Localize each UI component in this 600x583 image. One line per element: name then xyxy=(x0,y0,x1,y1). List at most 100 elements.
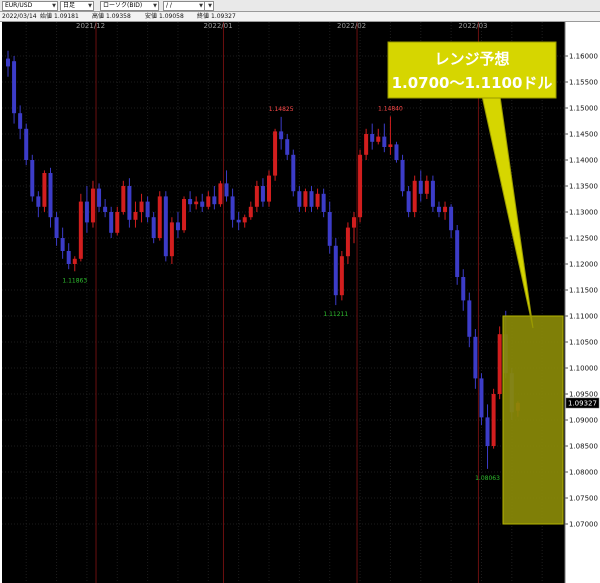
ohlc-info-bar: 2022/03/14 始値 1.09181 高値 1.09358 安値 1.09… xyxy=(0,12,600,22)
candle-body xyxy=(358,154,363,218)
candle-body xyxy=(97,188,102,207)
candle-body xyxy=(133,212,138,220)
chevron-down-icon: ▼ xyxy=(199,3,203,9)
high-price-annotation: 1.14825 xyxy=(269,106,294,113)
candle-body xyxy=(473,336,478,379)
candle-body xyxy=(12,61,17,114)
price-tick-label: 1.14500 xyxy=(569,131,598,139)
low-value: 1.09058 xyxy=(159,13,184,20)
candle-body xyxy=(455,230,460,277)
callout-title: レンジ予想 xyxy=(434,50,509,68)
low-label: 安値 xyxy=(145,13,158,20)
candle-body xyxy=(66,251,71,264)
candle-body xyxy=(485,417,490,446)
candle-body xyxy=(394,144,399,160)
candle-body xyxy=(370,134,375,142)
candle-body xyxy=(479,378,484,418)
high-label: 高値 xyxy=(92,13,105,20)
candle-body xyxy=(236,219,241,223)
candle-body xyxy=(364,134,369,155)
price-tick-label: 1.08000 xyxy=(569,469,598,477)
candle-body xyxy=(109,212,114,233)
price-tick-label: 1.14000 xyxy=(569,157,598,165)
date-picker-button[interactable]: ▼ xyxy=(204,1,214,11)
current-price-label: 1.09327 xyxy=(568,399,597,407)
candle-body xyxy=(84,201,89,223)
chevron-down-icon: ▼ xyxy=(88,3,92,9)
candle-body xyxy=(127,186,132,220)
current-price-marker xyxy=(565,397,600,409)
candle-body xyxy=(321,193,326,212)
ohlc-date: 2022/03/14 xyxy=(2,13,37,20)
date-input-placeholder: / / xyxy=(166,2,172,9)
low-price-annotation: 1.11211 xyxy=(323,311,348,318)
close-value: 1.09327 xyxy=(211,13,236,20)
price-tick-label: 1.13500 xyxy=(569,183,598,191)
timeframe-select[interactable]: 日足 ▼ xyxy=(60,1,94,11)
candle-body xyxy=(467,300,472,337)
month-label: 2022/01 xyxy=(203,22,232,30)
candle-body xyxy=(351,217,356,228)
candle-body xyxy=(175,222,180,231)
chevron-down-icon: ▼ xyxy=(153,3,157,9)
range-layer xyxy=(502,315,564,525)
price-tick-label: 1.08500 xyxy=(569,443,598,451)
candle-body xyxy=(218,183,223,205)
candle-body xyxy=(339,256,344,296)
chevron-down-icon: ▼ xyxy=(208,3,212,9)
range-forecast-box xyxy=(502,315,564,525)
price-tick-label: 1.09500 xyxy=(569,391,598,399)
candle-body xyxy=(6,58,10,67)
candle-body xyxy=(461,277,466,301)
price-tick-label: 1.09000 xyxy=(569,417,598,425)
candle-body xyxy=(436,206,441,212)
candle-body xyxy=(303,191,308,207)
candle-body xyxy=(163,196,168,257)
candle-body xyxy=(24,128,29,160)
candle-body xyxy=(169,222,174,257)
date-input[interactable]: / / ▼ xyxy=(163,1,205,11)
candle-body xyxy=(400,160,405,192)
symbol-select[interactable]: EUR/USD ▼ xyxy=(2,1,58,11)
candle-body xyxy=(242,217,247,223)
candle-body xyxy=(200,201,205,207)
candle-body xyxy=(182,199,187,231)
candle-body xyxy=(54,217,59,238)
annotation-layer: 1.11863 1.14825 1.11211 1.14840 1.08063 xyxy=(62,105,500,482)
candle-body xyxy=(30,160,35,197)
chart-kind-select[interactable]: ローソク(BID) ▼ xyxy=(100,1,159,11)
candle-body xyxy=(297,191,302,207)
candle-body xyxy=(412,180,417,212)
price-tick-label: 1.15000 xyxy=(569,105,598,113)
candle-body xyxy=(194,201,199,205)
candle-body xyxy=(273,131,278,176)
candle-body xyxy=(188,199,193,205)
grid-layer: 2021/12 2022/01 2022/02 2022/03 xyxy=(2,22,565,583)
candle-body xyxy=(291,154,296,192)
candle-body xyxy=(315,193,320,207)
candle-body xyxy=(157,196,162,238)
price-tick-label: 1.12500 xyxy=(569,235,598,243)
chart-toolbar: EUR/USD ▼ 日足 ▼ ローソク(BID) ▼ / / ▼ ▼ xyxy=(0,0,600,12)
chevron-down-icon: ▼ xyxy=(52,3,56,9)
month-label: 2022/03 xyxy=(458,22,487,30)
open-value: 1.09181 xyxy=(54,13,79,20)
candle-body xyxy=(206,196,211,207)
price-tick-label: 1.07000 xyxy=(569,521,598,529)
candle-body xyxy=(333,245,338,296)
candle-body xyxy=(42,173,47,207)
candle-body xyxy=(18,113,23,129)
timeframe-select-value: 日足 xyxy=(63,2,76,9)
price-tick-label: 1.12000 xyxy=(569,261,598,269)
candle-body xyxy=(424,180,429,194)
price-tick-label: 1.16000 xyxy=(569,53,598,61)
candle-body xyxy=(285,139,290,155)
candle-body xyxy=(212,196,217,205)
range-forecast-callout: レンジ予想 1.0700～1.1100ドル xyxy=(387,41,557,329)
candle-body xyxy=(145,201,150,218)
chart-kind-select-value: ローソク(BID) xyxy=(103,2,143,9)
candle-body xyxy=(36,196,41,207)
callout-range-text: 1.0700～1.1100ドル xyxy=(392,74,553,92)
high-price-annotation: 1.14840 xyxy=(378,105,403,112)
candle-body xyxy=(48,173,53,218)
